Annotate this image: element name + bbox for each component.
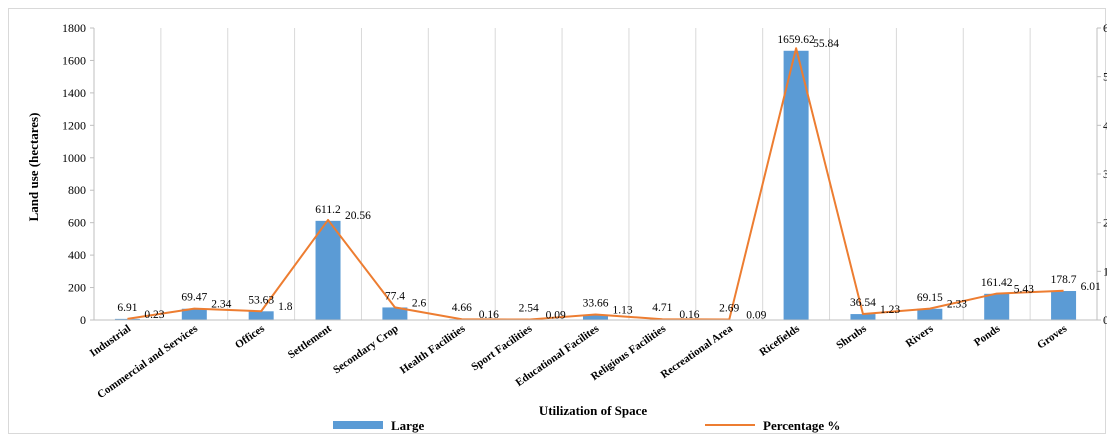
percent-value-label: 0.16 xyxy=(679,309,699,321)
bar-value-label: 611.2 xyxy=(315,204,341,216)
data-labels: 6.91 69.47 53.63 611.2 77.4 4.66 2.54 33.66 4.71… xyxy=(117,34,1101,322)
percent-value-label: 0.16 xyxy=(479,309,499,321)
y-tick-label: 1200 xyxy=(62,118,86,132)
y-tick-label: 400 xyxy=(68,248,86,262)
percent-value-label: 0.09 xyxy=(546,310,566,322)
bar-value-label: 69.47 xyxy=(181,292,207,304)
legend-label-line: Percentage % xyxy=(763,418,840,433)
line-series xyxy=(127,47,1064,321)
chart-frame: 0 200 400 600 800 1000 1200 1400 1600 1800 0 10 20 30… xyxy=(8,8,1107,434)
y-tick-label: 600 xyxy=(68,216,86,230)
y-tick-label: 1000 xyxy=(62,151,86,165)
legend: Large Percentage % xyxy=(333,418,840,433)
y-tick-label: 200 xyxy=(68,281,86,295)
x-axis-title: Utilization of Space xyxy=(539,403,648,418)
bar xyxy=(850,314,876,320)
bar-value-label: 2.54 xyxy=(519,303,539,315)
x-tick-label: Groves xyxy=(1035,322,1070,351)
x-tick-label: Recreational Area xyxy=(659,322,736,381)
x-tick-label: Industrial xyxy=(88,323,133,360)
x-tick-label: Ponds xyxy=(972,322,1003,349)
x-tick-label: Rivers xyxy=(904,322,936,350)
percent-value-label: 2.33 xyxy=(947,299,967,311)
bar xyxy=(1051,291,1077,320)
bar-value-label: 4.71 xyxy=(652,302,672,314)
line-path xyxy=(127,47,1064,321)
bar-value-label: 33.66 xyxy=(583,298,609,310)
bar xyxy=(181,308,207,320)
x-tick-label: Offices xyxy=(233,322,267,351)
x-tick-label: Shrubs xyxy=(834,322,869,352)
bar xyxy=(984,293,1010,320)
grid-lines xyxy=(93,28,1098,320)
bar-value-label: 4.66 xyxy=(452,302,472,314)
percent-value-label: 55.84 xyxy=(813,38,839,50)
y-tick-label: 0 xyxy=(80,313,86,327)
x-tick-label: Secondary Crop xyxy=(331,323,401,377)
percent-value-label: 2.34 xyxy=(211,299,231,311)
bar-value-label: 77.4 xyxy=(385,290,405,302)
bar-value-label: 2.69 xyxy=(719,303,739,315)
percent-value-label: 6.01 xyxy=(1081,281,1101,293)
percent-value-label: 0.23 xyxy=(144,309,164,321)
percent-value-label: 0.09 xyxy=(746,310,766,322)
percent-value-label: 1.23 xyxy=(880,304,900,316)
y-tick-label: 1600 xyxy=(62,53,86,67)
y2-tick-label: 0 xyxy=(1103,313,1107,327)
chart: 0 200 400 600 800 1000 1200 1400 1600 1800 0 10 20 30… xyxy=(26,21,1107,433)
percent-value-label: 2.6 xyxy=(412,297,427,309)
legend-swatch-bar xyxy=(333,421,383,429)
y-axis-title: Land use (hectares) xyxy=(26,113,41,222)
y2-tick-label: 20 xyxy=(1103,216,1107,230)
y-tick-label: 1400 xyxy=(62,86,86,100)
bar xyxy=(382,307,408,320)
y-tick-label: 1800 xyxy=(62,21,86,35)
x-tick-label: Settlement xyxy=(286,322,334,361)
x-tick-label: Sport Facilities xyxy=(469,322,535,373)
y-tick-label: 800 xyxy=(68,183,86,197)
percent-value-label: 1.13 xyxy=(613,305,633,317)
bar-series xyxy=(114,50,1077,321)
percent-value-label: 5.43 xyxy=(1014,284,1034,296)
bar-value-label: 53.63 xyxy=(248,294,274,306)
x-tick-label: Religious Facilities xyxy=(589,322,669,383)
x-tick-label: Ricefields xyxy=(757,322,802,359)
bar-value-label: 6.91 xyxy=(117,302,137,314)
axes: 0 200 400 600 800 1000 1200 1400 1600 1800 0 10 20 30… xyxy=(62,21,1107,401)
y2-tick-label: 50 xyxy=(1103,70,1107,84)
y2-tick-label: 10 xyxy=(1103,264,1107,278)
bar xyxy=(114,318,140,320)
bar-value-label: 36.54 xyxy=(850,297,876,309)
y2-tick-label: 60 xyxy=(1103,21,1107,35)
percent-value-label: 20.56 xyxy=(345,210,371,222)
y2-tick-label: 40 xyxy=(1103,118,1107,132)
bar xyxy=(917,308,943,320)
bar xyxy=(248,311,274,320)
percent-value-label: 1.8 xyxy=(278,301,293,313)
bar-value-label: 161.42 xyxy=(981,277,1013,289)
legend-label-bar: Large xyxy=(391,418,424,433)
bar-value-label: 1659.62 xyxy=(777,34,815,46)
bar-value-label: 69.15 xyxy=(917,292,943,304)
bar xyxy=(783,50,809,320)
bar xyxy=(315,220,341,320)
bar-value-label: 178.7 xyxy=(1051,274,1077,286)
bar xyxy=(583,314,608,320)
y2-tick-label: 30 xyxy=(1103,167,1107,181)
x-tick-label: Health Facilities xyxy=(398,322,468,376)
